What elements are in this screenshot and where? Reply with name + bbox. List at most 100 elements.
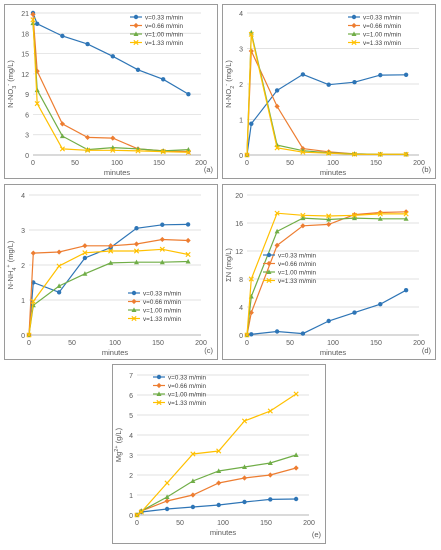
x-tick-label: 200 [413, 160, 425, 167]
x-tick-label: 0 [135, 520, 139, 527]
data-point [274, 88, 280, 93]
data-point [134, 512, 140, 518]
series-line [246, 34, 407, 156]
data-point [300, 331, 306, 336]
y-tick-label: 2 [239, 82, 243, 89]
data-point [300, 215, 306, 221]
series-4 [26, 246, 191, 338]
data-point [351, 151, 358, 157]
data-point [164, 480, 170, 486]
data-point [377, 209, 383, 216]
legend-label: v=0.66 m/min [363, 23, 401, 30]
series-line [32, 19, 189, 153]
panel-label: (e) [312, 530, 322, 539]
legend-marker [266, 277, 272, 284]
data-point [26, 332, 32, 338]
y-tick-label: 0 [21, 333, 25, 340]
data-point [164, 494, 170, 499]
y-tick-label: 3 [25, 133, 29, 140]
panel-label: (c) [204, 346, 213, 355]
data-point [35, 21, 40, 27]
legend-marker [131, 290, 137, 296]
legend-marker [351, 22, 357, 29]
chart-panel-e: 0 1 2 3 4 5 6 7 0 50 100 150 200 minutes Mg2+ (g/L) v=0… [112, 364, 326, 544]
data-point [185, 237, 191, 244]
x-tick-label: 0 [245, 340, 249, 347]
series-line [28, 260, 189, 336]
data-point [108, 248, 114, 254]
legend-marker [351, 39, 357, 46]
legend-label: v=0.33 m/min [145, 15, 183, 22]
x-tick-label: 200 [303, 520, 315, 527]
legend-marker [156, 391, 162, 396]
data-point [216, 468, 222, 473]
data-point [34, 101, 40, 107]
legend-marker [131, 298, 137, 305]
data-point [326, 82, 331, 87]
data-point [326, 221, 332, 227]
y-tick-label: 2 [129, 473, 133, 480]
data-point [134, 226, 139, 231]
legend-label: v=0.33 m/min [168, 375, 206, 382]
data-point [138, 508, 144, 513]
data-point [56, 249, 62, 255]
y-tick-label: 2 [21, 263, 25, 270]
y-tick-label: 4 [129, 433, 133, 440]
y-tick-label: 8 [239, 277, 243, 284]
series-1 [244, 288, 409, 338]
series-4 [244, 210, 409, 338]
data-point [216, 448, 222, 454]
series-line [246, 50, 407, 156]
x-tick-label: 200 [195, 340, 207, 347]
chart-a: 0 3 6 9 12 15 18 21 0 50 100 150 200 minutes N-NO3- (m… [6, 10, 213, 177]
data-point [326, 216, 332, 222]
x-tick-label: 50 [286, 160, 294, 167]
chart-c: 0 1 2 3 4 0 50 100 150 200 minutes N-NH4+ (mg/L) v=0… [6, 193, 213, 357]
data-point [377, 211, 383, 217]
data-point [133, 248, 140, 254]
x-axis-title: minutes [320, 348, 347, 357]
data-point [300, 149, 306, 155]
legend-label: v=1.33 m/min [143, 316, 181, 323]
x-tick-label: 200 [413, 340, 425, 347]
chart-b: 0 1 2 3 4 0 50 100 150 200 minutes N-NO2- (mg/L) v=0… [224, 11, 431, 177]
data-point [159, 236, 165, 243]
x-axis-title: minutes [320, 168, 347, 177]
series-line [246, 73, 407, 156]
x-tick-label: 100 [327, 160, 339, 167]
x-tick-label: 100 [109, 340, 121, 347]
data-point [403, 72, 409, 77]
data-point [59, 121, 65, 127]
x-tick-label: 100 [327, 340, 339, 347]
data-point [160, 222, 165, 227]
data-point [248, 31, 254, 37]
data-point [274, 145, 280, 151]
data-point [185, 149, 191, 155]
data-point [85, 41, 90, 47]
legend-marker [133, 31, 139, 36]
data-point [190, 478, 196, 483]
data-point [274, 329, 280, 334]
chart-panel-c: 0 1 2 3 4 0 50 100 150 200 minutes N-NH4+ (mg/L) v=0… [4, 184, 218, 360]
y-tick-label: 5 [129, 413, 133, 420]
y-tick-label: 3 [129, 453, 133, 460]
series-4 [134, 391, 299, 518]
series-1 [244, 72, 409, 158]
y-tick-label: 21 [21, 11, 29, 18]
series-line [246, 217, 407, 336]
legend-marker [133, 39, 139, 46]
x-tick-label: 100 [111, 160, 123, 167]
y-tick-label: 3 [21, 228, 25, 235]
data-point [268, 497, 273, 502]
series-1 [30, 10, 191, 97]
data-point [185, 222, 191, 227]
data-point [108, 260, 114, 265]
x-tick-label: 50 [286, 340, 294, 347]
legend-marker [156, 382, 162, 389]
y-tick-label: 6 [25, 112, 29, 119]
data-point [56, 283, 62, 288]
